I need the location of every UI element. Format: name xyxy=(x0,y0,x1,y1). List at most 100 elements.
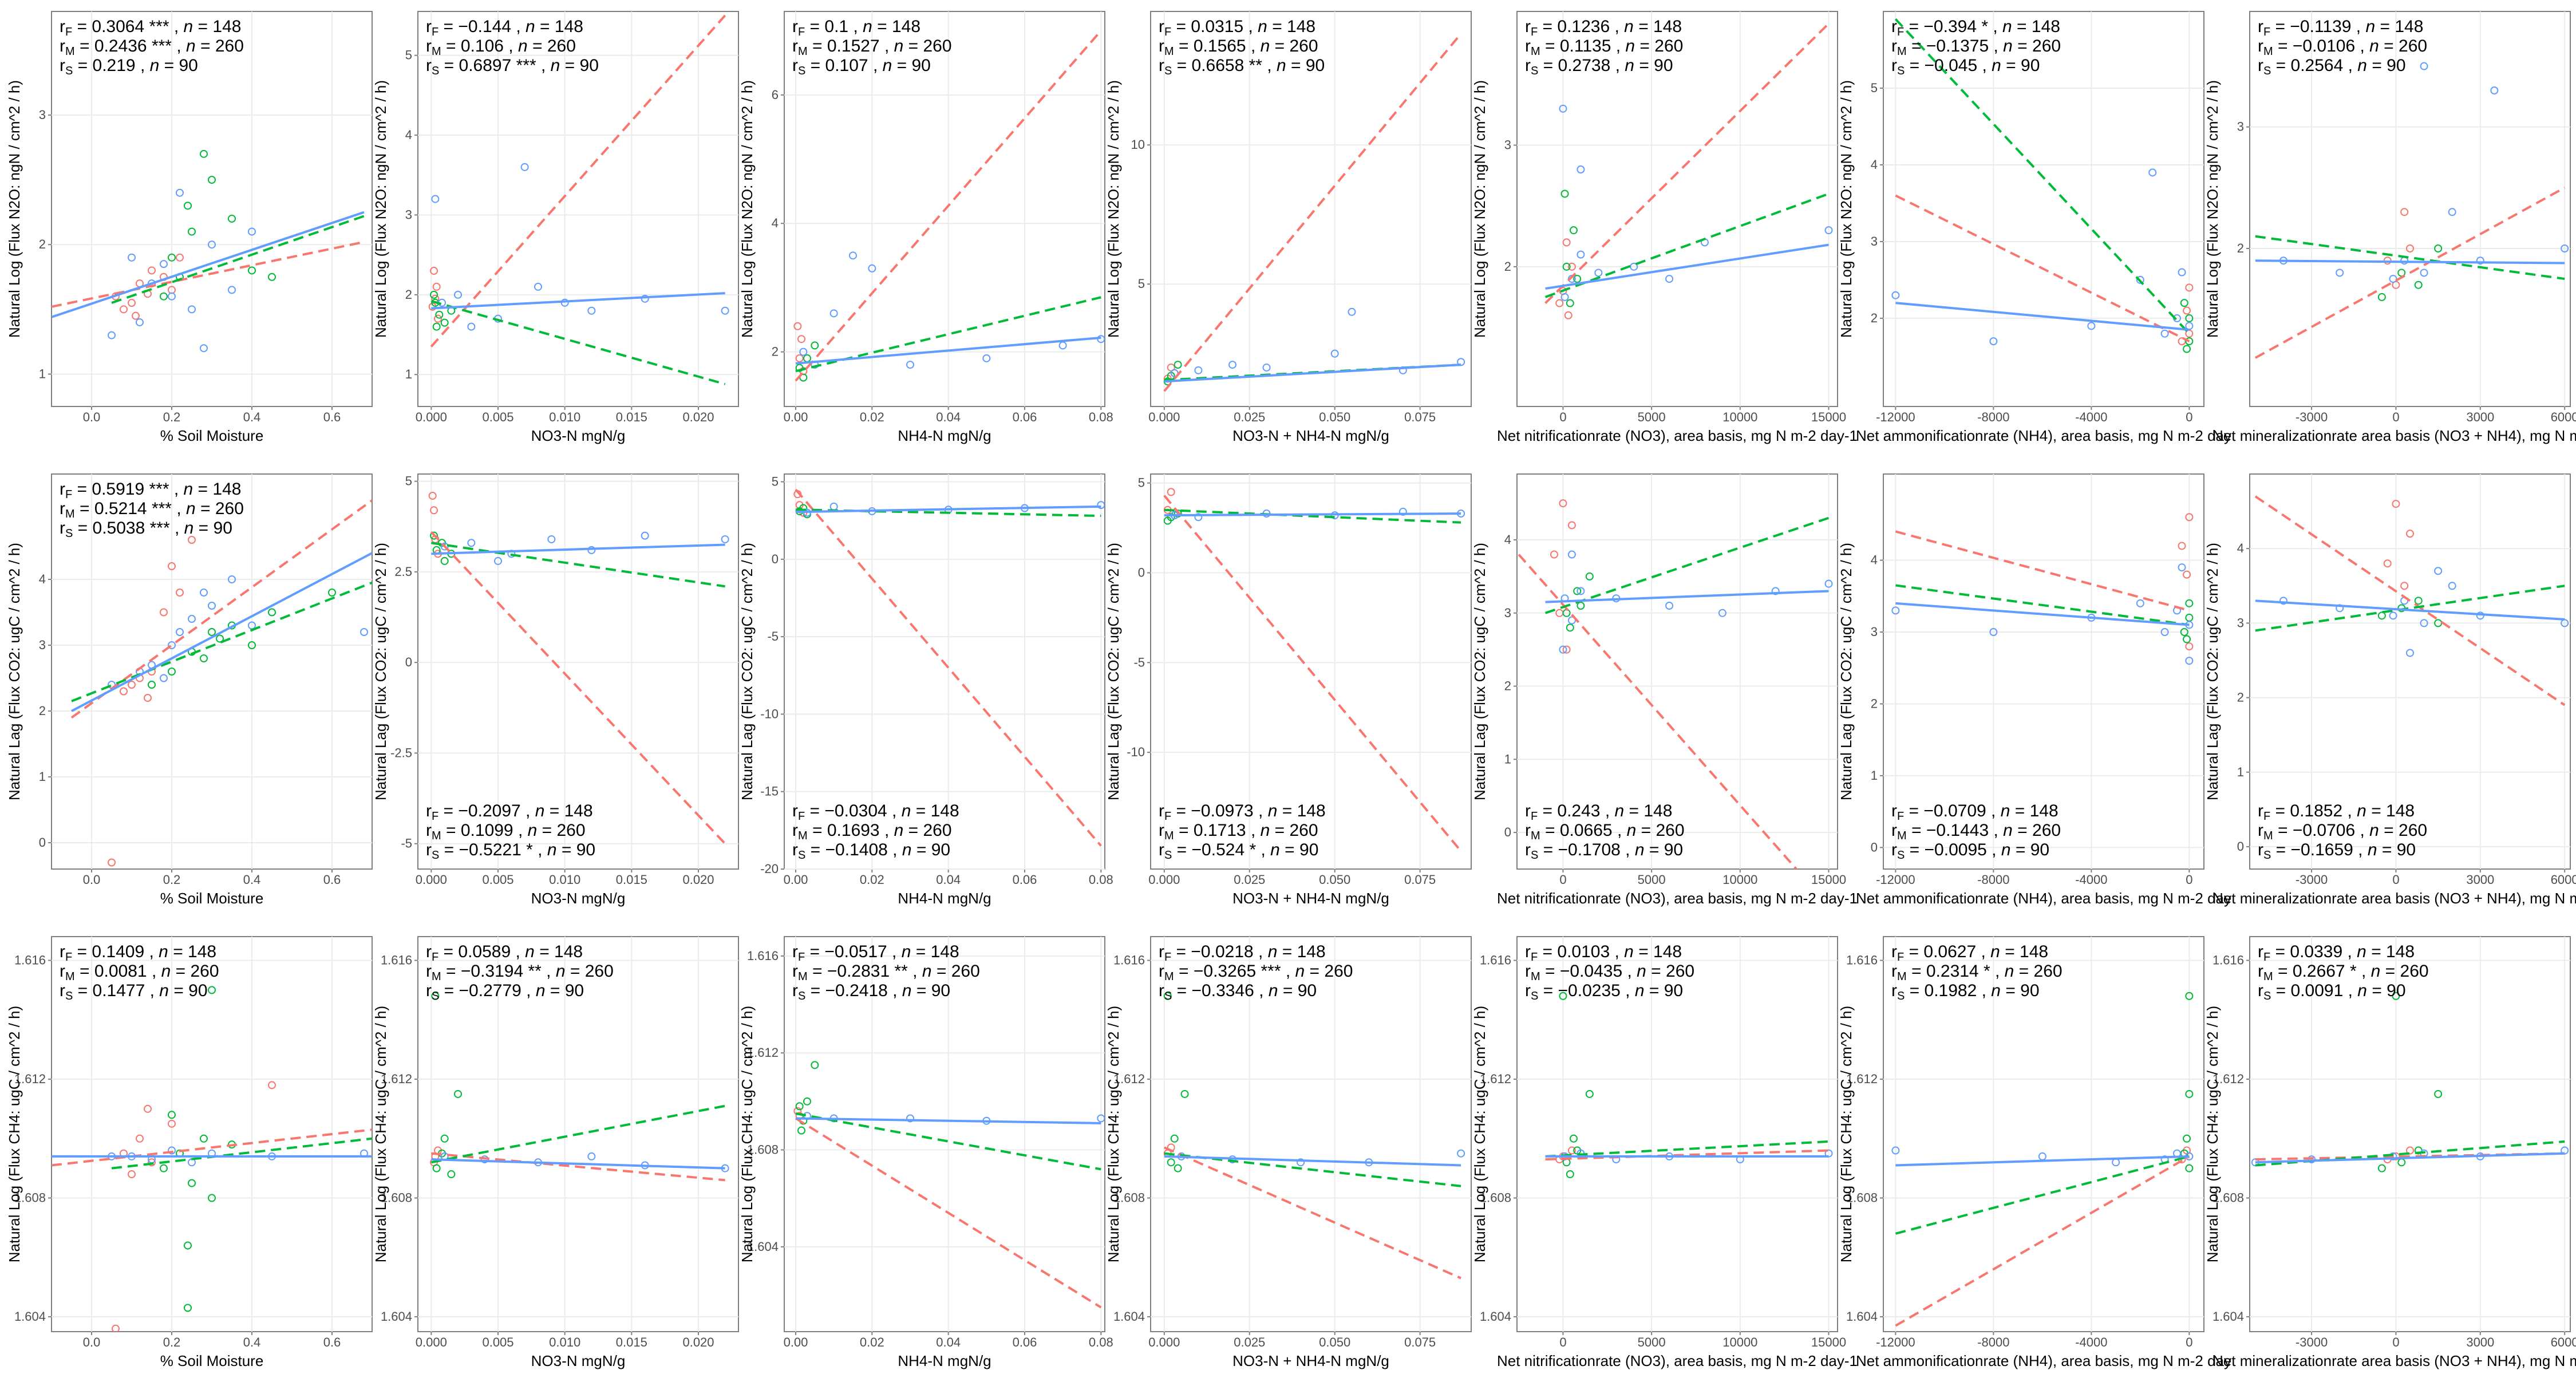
point-F xyxy=(1564,311,1573,319)
point-S xyxy=(454,290,462,299)
stat-n: n xyxy=(2001,840,2011,859)
stat-M: rM = 0.1527 , n = 260 xyxy=(792,37,952,58)
stat-subscript: S xyxy=(2263,990,2271,1002)
panel-frame xyxy=(2249,936,2571,1332)
point-M xyxy=(328,589,336,597)
stat-r: r xyxy=(1525,840,1531,859)
point-S xyxy=(168,1146,176,1155)
stat-n: n xyxy=(2371,962,2381,981)
point-F xyxy=(2183,306,2191,315)
fit-line-F xyxy=(2254,187,2566,359)
point-M xyxy=(160,1164,168,1172)
stat-subscript: F xyxy=(1164,951,1171,964)
stat-r: r xyxy=(2258,821,2263,840)
point-M xyxy=(1174,361,1182,369)
point-F xyxy=(2185,513,2194,522)
stat-S: rS = −0.2418 , n = 90 xyxy=(792,981,950,1002)
stat-n-value: = 148 xyxy=(2375,17,2423,36)
stat-value: = −0.1375 , xyxy=(1907,37,2003,56)
stat-value: = −0.2831 ** , xyxy=(808,962,922,981)
stat-value: = −0.144 , xyxy=(438,17,526,36)
stat-F: rF = −0.2097 , n = 148 xyxy=(426,802,593,823)
stat-n: n xyxy=(894,821,904,840)
stat-subscript: S xyxy=(2263,849,2271,862)
stat-n: n xyxy=(535,802,545,820)
stat-subscript: M xyxy=(1531,830,1540,842)
fit-line-F xyxy=(1163,495,1462,852)
point-F xyxy=(2400,582,2409,590)
stat-n: n xyxy=(556,962,566,981)
point-S xyxy=(1824,226,1833,235)
point-F xyxy=(128,681,136,689)
point-M xyxy=(160,292,168,301)
fit-line-S xyxy=(431,543,725,555)
x-tick-label: 0.000 xyxy=(416,410,447,424)
point-S xyxy=(168,292,176,301)
stat-n-value: = 90 xyxy=(1286,56,1325,75)
stat-r: r xyxy=(60,37,65,56)
point-F xyxy=(795,354,804,362)
stat-value: = 0.243 , xyxy=(1538,802,1614,820)
stat-n-value: = 260 xyxy=(528,37,576,56)
x-axis-label: NH4-N mgN/g xyxy=(898,427,991,444)
stat-subscript: S xyxy=(798,849,805,862)
stat-n-value: = 148 xyxy=(193,17,241,36)
x-tick-label: 0.04 xyxy=(936,1335,961,1349)
y-tick-label: 1.612 xyxy=(14,1072,46,1086)
stat-n-value: = 148 xyxy=(1634,17,1682,36)
point-F xyxy=(1167,488,1175,496)
stat-value: = 0.5919 *** , xyxy=(72,480,183,499)
x-tick-label: 5000 xyxy=(1638,872,1666,887)
y-tick-label: 1.604 xyxy=(381,1309,412,1324)
stat-n-value: = 260 xyxy=(196,499,244,518)
y-tick-label: 1.612 xyxy=(2212,1072,2244,1086)
stat-n: n xyxy=(1295,962,1305,981)
point-S xyxy=(2160,329,2169,338)
point-M xyxy=(1573,587,1582,595)
point-S xyxy=(1891,1146,1900,1155)
stat-r: r xyxy=(792,17,798,36)
stat-M: rM = 0.2667 * , n = 260 xyxy=(2258,962,2429,983)
x-tick-label: 3000 xyxy=(2466,410,2494,424)
y-tick-label: 1.616 xyxy=(1480,953,1511,968)
fit-line-M xyxy=(1544,516,1830,614)
y-tick-label: 5 xyxy=(1871,81,1878,95)
point-F xyxy=(176,589,184,597)
stat-value: = 0.0081 , xyxy=(75,962,161,981)
stat-M: rM = 0.5214 *** , n = 260 xyxy=(60,499,244,520)
y-tick-label: 2 xyxy=(39,237,46,251)
stat-S: rS = 0.2564 , n = 90 xyxy=(2258,56,2406,77)
stat-value: = −0.2418 , xyxy=(805,981,902,1000)
x-tick-label: 0.6 xyxy=(323,1335,341,1349)
stat-S: rS = 0.5038 *** , n = 90 xyxy=(60,519,232,540)
stat-n-value: = 148 xyxy=(911,942,959,961)
y-tick-label: 0 xyxy=(405,655,412,669)
y-tick-label: 0 xyxy=(1138,566,1145,580)
stat-F: rF = 0.0627 , n = 148 xyxy=(1891,942,2048,964)
y-tick-label: 1.604 xyxy=(747,1239,779,1254)
y-axis-label: Natural Lag (Flux CO2: ugC / cm^2 / h) xyxy=(1471,543,1488,800)
point-F xyxy=(2183,570,2191,579)
stat-n: n xyxy=(922,962,932,981)
stat-subscript: M xyxy=(1164,45,1174,58)
plot-area xyxy=(1891,513,2194,665)
stat-n: n xyxy=(902,942,911,961)
panel-frame xyxy=(784,936,1105,1332)
stat-subscript: F xyxy=(798,951,805,964)
fit-line-S xyxy=(2255,599,2565,621)
point-F xyxy=(128,299,136,307)
y-axis-label: Natural Log (Flux CH4: ugC / cm^2 / h) xyxy=(6,1006,23,1263)
stat-r: r xyxy=(426,942,432,961)
point-S xyxy=(1989,628,1998,636)
fit-line-M xyxy=(1544,192,1830,298)
point-F xyxy=(2400,208,2409,216)
point-F xyxy=(432,282,441,291)
x-tick-label: 0.02 xyxy=(860,410,884,424)
stat-F: rF = −0.0709 , n = 148 xyxy=(1891,802,2059,823)
stat-n-value: = 260 xyxy=(903,821,951,840)
point-M xyxy=(797,1126,805,1135)
